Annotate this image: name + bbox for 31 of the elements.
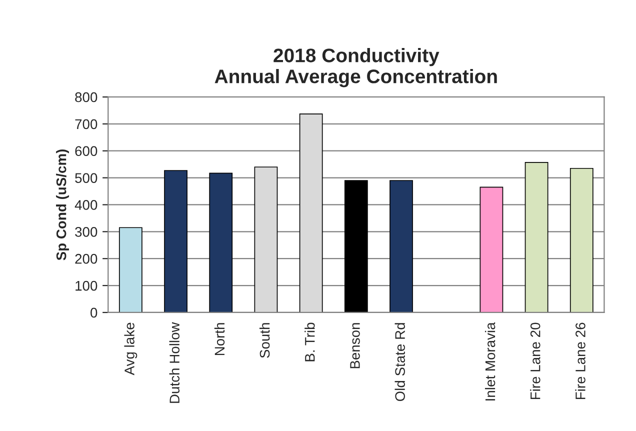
y-tick-label: 600 — [75, 146, 98, 156]
x-tick-label: B. Trib — [304, 322, 315, 362]
y-tick-label: 500 — [75, 173, 98, 183]
y-tick-label: 700 — [75, 119, 98, 130]
y-tick-label: 800 — [75, 92, 98, 102]
bar — [524, 162, 548, 312]
chart-title: 2018 Conductivity Annual Average Concentration — [214, 48, 497, 88]
bar — [164, 170, 188, 312]
x-tick-label: North — [214, 323, 225, 356]
bar — [254, 166, 278, 312]
x-tick-label: Fire Lane 20 — [530, 322, 540, 400]
bar — [209, 172, 233, 312]
bar — [118, 227, 142, 312]
y-tick-label: 0 — [90, 308, 98, 318]
bar — [570, 168, 594, 312]
bar — [344, 180, 368, 312]
y-axis-title: Sp Cond (uS/cm) — [56, 149, 69, 260]
x-tick-label: Benson — [350, 323, 360, 368]
x-tick-label: Inlet Moravia — [484, 322, 496, 400]
y-tick-label: 100 — [76, 280, 98, 291]
bar — [299, 114, 323, 312]
x-tick-label: Dutch Hollow — [169, 322, 180, 403]
bar — [480, 186, 504, 312]
y-tick-label: 300 — [75, 226, 98, 237]
y-tick-label: 200 — [75, 254, 98, 264]
x-tick-label: South — [259, 323, 270, 358]
bar — [390, 180, 413, 312]
x-tick-label: Fire Lane 26 — [575, 322, 586, 400]
y-tick-label: 400 — [74, 200, 98, 210]
x-tick-label: Avg lake — [124, 322, 138, 376]
x-tick-label: Old State Rd — [394, 323, 405, 402]
